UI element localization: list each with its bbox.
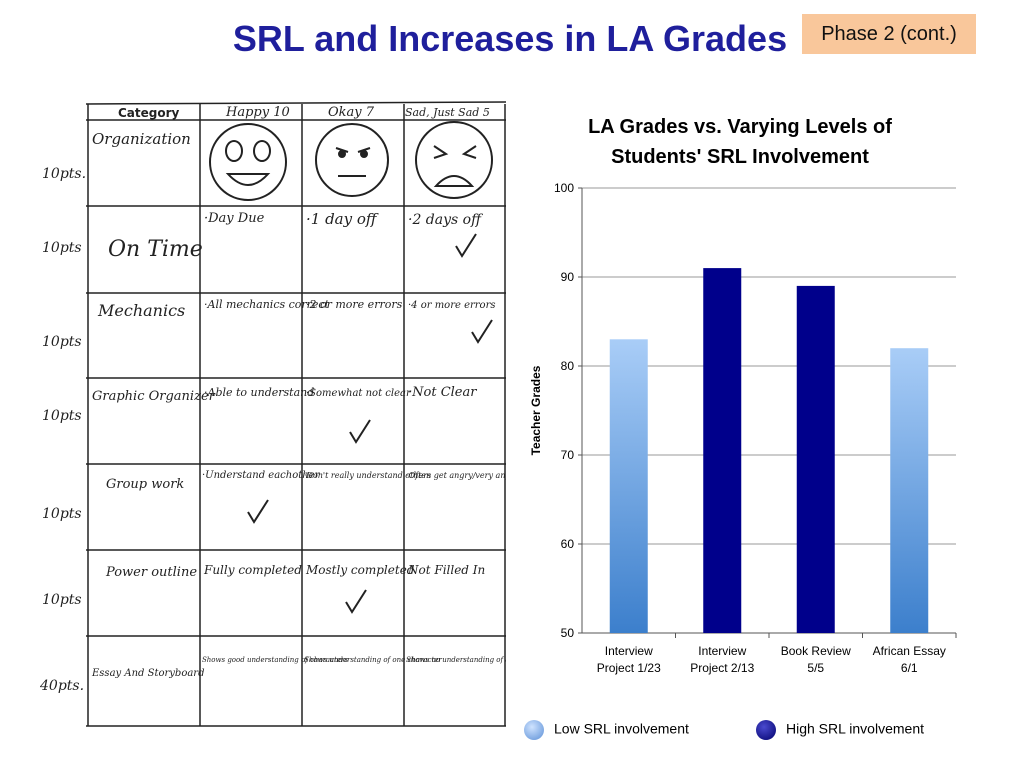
y-axis-label: Teacher Grades [529, 365, 543, 455]
legend-dot-icon [756, 720, 776, 740]
rubric-cell: Mostly completed [305, 563, 415, 577]
bar-chart: 50 60 70 80 90 100 Teacher Grades Interview Proj… [510, 180, 980, 680]
rubric-points: 10pts [42, 592, 82, 608]
sad-face-icon [415, 121, 493, 199]
y-tick-label: 50 [561, 626, 575, 640]
rubric-cell: ·Day Due [204, 211, 265, 226]
rubric-image: Category Happy 10 Okay 7 Sad, Just Sad 5… [36, 96, 560, 728]
rubric-cell: Shows no understanding of any characters… [406, 656, 506, 664]
bar [703, 268, 742, 633]
y-tick-label: 70 [561, 448, 575, 462]
rubric-points: 40pts. [39, 678, 84, 694]
rubric-points: 10pts [42, 408, 82, 424]
happy-face-icon [209, 123, 287, 201]
x-tick-label: Project 2/13 [690, 661, 754, 675]
legend-dot-icon [524, 720, 544, 740]
rubric-cell: ·Able to understand [204, 386, 314, 399]
rubric-cell: ·Understand eachother [202, 470, 321, 481]
x-tick-label: Project 1/23 [597, 661, 661, 675]
rubric-cell: Shows understanding of one character [304, 656, 442, 664]
rubric-category: Power outline [105, 565, 197, 580]
x-tick-label: African Essay [873, 644, 946, 658]
bar [796, 285, 835, 633]
rubric-cell: ·1 day off [306, 210, 379, 228]
legend-item-high: High SRL involvement [756, 720, 924, 740]
y-tick-label: 100 [554, 181, 574, 195]
bar [609, 339, 648, 633]
rubric-cell: ·Not Clear [408, 385, 477, 400]
rubric-cell: ·2 or more errors [306, 298, 403, 311]
rubric-category: Graphic Organizer [92, 389, 216, 404]
y-tick-label: 60 [561, 537, 575, 551]
rubric-header-col1: Happy 10 [225, 105, 290, 120]
rubric-header-col2: Okay 7 [328, 105, 375, 120]
rubric-cell: ·All mechanics correct [204, 298, 330, 311]
rubric-category: Essay And Storyboard [91, 668, 204, 679]
rubric-points: 10pts. [42, 166, 86, 182]
legend-item-low: Low SRL involvement [524, 720, 689, 740]
rubric-cell: ·Somewhat not clear [306, 388, 412, 399]
rubric-header-category: Category [118, 106, 180, 120]
y-tick-label: 80 [561, 359, 575, 373]
y-tick-label: 90 [561, 270, 575, 284]
rubric-points: 10pts [42, 506, 82, 522]
x-tick-label: Interview [698, 644, 746, 658]
rubric-category: Group work [106, 477, 184, 492]
okay-face-icon [315, 123, 389, 197]
rubric-header-col3: Sad, Just Sad 5 [405, 106, 490, 119]
rubric-cell: Fully completed [203, 563, 302, 577]
rubric-cell: Shows good understanding of characters [202, 656, 348, 664]
rubric-category: On Time [108, 237, 203, 262]
rubric-points: 10pts [42, 334, 82, 350]
rubric-cell: ·Often get angry/very angry. [406, 471, 506, 480]
rubric-category: Organization [92, 130, 191, 148]
rubric-cell: ·4 or more errors [408, 300, 496, 311]
chart-title: LA Grades vs. Varying Levels of Students… [588, 116, 892, 168]
check-mark-icons [247, 233, 493, 614]
x-tick-label: 5/5 [807, 661, 824, 675]
rubric-points: 10pts [42, 240, 82, 256]
x-tick-label: 6/1 [901, 661, 918, 675]
slide-title: SRL and Increases in LA Grades [232, 18, 788, 59]
legend-label: Low SRL involvement [554, 720, 689, 737]
rubric-cell: ·Don't really understand others [304, 471, 431, 480]
phase-badge: Phase 2 (cont.) [802, 14, 976, 54]
rubric-cell: Not Filled In [407, 563, 485, 577]
legend-label: High SRL involvement [786, 720, 924, 737]
rubric-rows: 10pts. Organization 10pts On Time ·Day D… [39, 130, 560, 694]
bar [890, 348, 929, 633]
rubric-category: Mechanics [97, 301, 185, 320]
x-tick-label: Interview [605, 644, 653, 658]
rubric-cell: ·2 days off [408, 212, 483, 228]
x-tick-label: Book Review [781, 644, 851, 658]
